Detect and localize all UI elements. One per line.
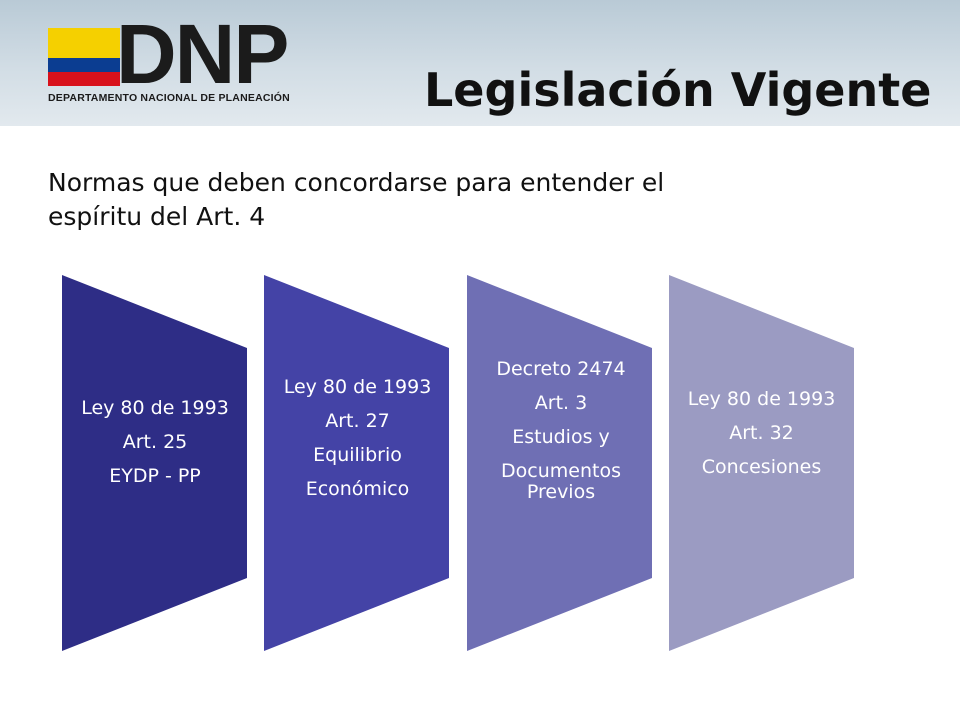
stage-3-text: Decreto 2474 Art. 3 Estudios y Documento… [476, 359, 646, 503]
dnp-logo-text: DNP [116, 7, 289, 101]
stage-2-shape [264, 275, 449, 651]
stage-3-line-4: Documentos Previos [501, 460, 621, 503]
stage-2-line-1: Ley 80 de 1993 [283, 376, 432, 398]
stage-1-text: Ley 80 de 1993 Art. 25 EYDP - PP [80, 398, 230, 487]
flag-yellow-stripe [48, 28, 120, 58]
slide-subtitle: Normas que deben concordarse para entend… [48, 166, 828, 234]
stage-4-text: Ley 80 de 1993 Art. 32 Concesiones [684, 389, 839, 478]
stage-2-text: Ley 80 de 1993 Art. 27 Equilibrio Económ… [280, 377, 435, 500]
stage-3-shape [467, 275, 652, 651]
dnp-logo-subtitle: DEPARTAMENTO NACIONAL DE PLANEACIÓN [48, 92, 290, 104]
stage-3-line-3: Estudios y [512, 426, 610, 448]
stage-2-line-2: Art. 27 [325, 410, 390, 432]
stage-1-line-2: Art. 25 [122, 431, 188, 453]
stage-3-line-1: Decreto 2474 [496, 358, 626, 380]
stage-3-line-2: Art. 3 [534, 392, 588, 414]
stage-4-line-2: Art. 32 [729, 422, 794, 444]
stage-1-line-1: Ley 80 de 1993 [81, 397, 229, 419]
stage-2-line-4: Económico [305, 478, 410, 500]
stage-2-line-3: Equilibrio [313, 444, 402, 466]
flag-red-stripe [48, 72, 120, 86]
header-banner: DNP DEPARTAMENTO NACIONAL DE PLANEACIÓN … [0, 0, 960, 126]
flag-blue-stripe [48, 58, 120, 72]
colombia-flag-logo [48, 28, 120, 86]
subtitle-line-1: Normas que deben concordarse para entend… [48, 168, 665, 197]
stage-1-shape [62, 275, 247, 651]
stage-4-shape [669, 275, 854, 651]
slide-title: Legislación Vigente [424, 63, 932, 117]
stage-4-line-3: Concesiones [701, 456, 822, 478]
stage-4-line-1: Ley 80 de 1993 [687, 388, 836, 410]
subtitle-line-2: espíritu del Art. 4 [48, 202, 266, 231]
stage-1-line-3: EYDP - PP [109, 465, 201, 487]
